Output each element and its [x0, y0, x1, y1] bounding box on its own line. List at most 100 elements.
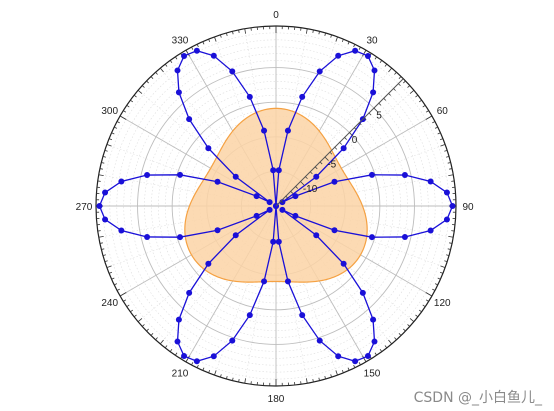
- frame-tick: [141, 85, 145, 88]
- data-point: [174, 338, 181, 345]
- data-point: [205, 145, 212, 152]
- frame-tick: [202, 41, 205, 45]
- frame-tick: [155, 337, 158, 341]
- frame-tick: [102, 254, 106, 256]
- frame-tick: [312, 29, 314, 33]
- frame-tick: [318, 31, 320, 35]
- frame-tick: [111, 132, 115, 135]
- frame-tick: [425, 292, 433, 297]
- frame-tick: [439, 271, 444, 274]
- frame-tick: [208, 369, 211, 374]
- frame-tick: [130, 309, 134, 313]
- frame-tick: [409, 89, 415, 94]
- frame-tick: [415, 94, 419, 98]
- data-point: [359, 289, 366, 296]
- frame-tick: [439, 138, 444, 141]
- frame-tick: [219, 34, 222, 38]
- radial-tick: [339, 142, 343, 145]
- frame-tick: [330, 374, 333, 378]
- data-point: [102, 189, 109, 196]
- frame-tick: [232, 31, 234, 35]
- frame-tick: [191, 362, 194, 366]
- data-point: [210, 353, 217, 360]
- frame-tick: [335, 36, 338, 42]
- frame-tick: [196, 44, 199, 48]
- frame-tick: [379, 60, 383, 64]
- frame-tick: [341, 38, 344, 43]
- frame-tick: [126, 105, 130, 108]
- data-point: [370, 89, 377, 96]
- frame-tick: [150, 76, 154, 79]
- radial-tick: [334, 146, 338, 150]
- data-point: [316, 68, 323, 75]
- frame-tick: [448, 174, 454, 177]
- data-point: [246, 93, 253, 100]
- data-point: [313, 232, 320, 239]
- frame-tick: [219, 374, 222, 378]
- frame-tick: [133, 94, 137, 98]
- frame-tick: [126, 304, 130, 307]
- frame-tick: [99, 168, 103, 170]
- radial-tick: [295, 186, 298, 189]
- angle-tick-label: 270: [76, 202, 93, 213]
- frame-tick: [164, 63, 168, 67]
- data-point: [313, 173, 320, 180]
- frame-tick: [440, 144, 446, 147]
- data-point: [229, 337, 236, 344]
- radial-tick: [305, 176, 308, 180]
- data-point: [181, 353, 188, 360]
- angle-tick-label: 30: [366, 36, 378, 47]
- data-point: [316, 337, 323, 344]
- frame-tick: [434, 126, 438, 129]
- watermark-text: CSDN @_小白鱼儿_: [413, 390, 542, 406]
- frame-tick: [446, 254, 450, 256]
- frame-tick: [123, 110, 127, 113]
- data-point: [193, 358, 200, 365]
- radial-tick-label: 0: [352, 135, 358, 146]
- data-point: [118, 227, 125, 234]
- frame-tick: [141, 324, 145, 327]
- frame-tick: [388, 339, 393, 345]
- radial-tick-label: -5: [327, 159, 336, 170]
- frame-tick: [347, 41, 350, 45]
- frame-tick: [398, 76, 402, 79]
- frame-tick: [353, 44, 356, 48]
- radial-tick: [285, 195, 289, 199]
- radial-tick-label: 5: [376, 110, 382, 121]
- radial-tick: [280, 200, 284, 204]
- angle-tick-label: 90: [462, 202, 474, 213]
- frame-tick: [425, 115, 433, 120]
- data-point: [368, 171, 375, 178]
- frame-tick: [422, 304, 426, 307]
- frame-tick: [418, 99, 422, 103]
- data-point: [181, 52, 188, 59]
- frame-tick: [437, 132, 441, 135]
- frame-tick: [116, 121, 120, 124]
- data-point: [299, 93, 306, 100]
- data-point: [443, 216, 450, 223]
- frame-tick: [175, 352, 178, 356]
- data-point: [331, 178, 338, 185]
- radial-tick: [309, 171, 313, 175]
- frame-tick: [196, 364, 199, 368]
- data-point: [331, 227, 338, 234]
- frame-tick: [146, 80, 149, 84]
- frame-tick: [150, 333, 154, 336]
- frame-tick: [114, 283, 118, 286]
- data-point: [266, 199, 273, 206]
- frame-tick: [114, 126, 118, 129]
- data-point: [193, 47, 200, 54]
- frame-tick: [214, 36, 217, 42]
- angle-tick-label: 180: [268, 394, 285, 405]
- radial-tick: [344, 137, 347, 140]
- radial-tick: [363, 117, 367, 121]
- frame-tick: [244, 28, 247, 34]
- frame-tick: [101, 162, 105, 164]
- data-point: [253, 193, 260, 200]
- frame-tick: [407, 85, 411, 88]
- data-point: [352, 47, 359, 54]
- frame-tick: [238, 29, 240, 33]
- data-point: [340, 260, 347, 267]
- frame-tick: [108, 271, 113, 274]
